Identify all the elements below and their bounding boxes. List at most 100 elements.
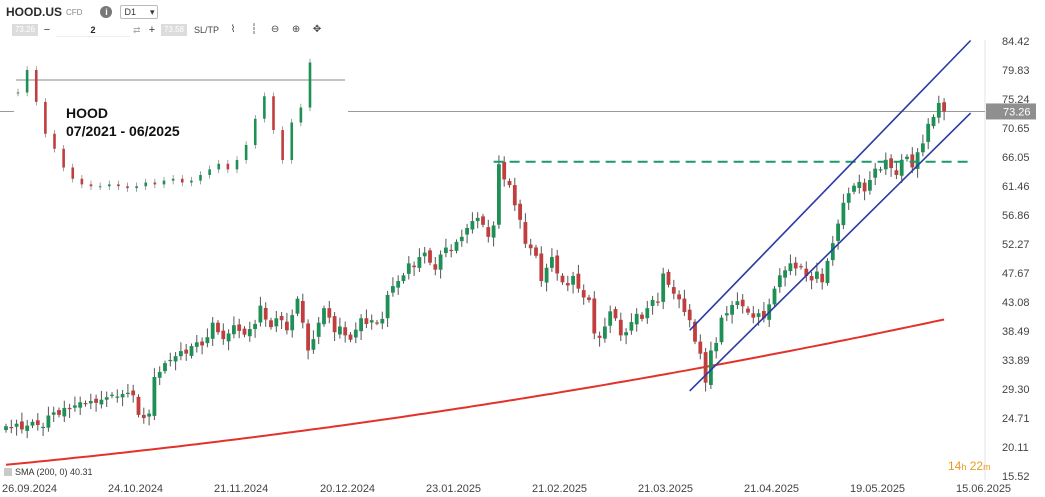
line-chart-icon[interactable]: ⌇	[230, 24, 236, 35]
candle-body	[640, 314, 644, 319]
candle	[899, 154, 904, 183]
volume-minus-button[interactable]: −	[43, 24, 51, 36]
candle-body	[528, 244, 533, 249]
candle	[232, 316, 236, 339]
volume-input[interactable]: 2	[56, 24, 130, 37]
candle	[279, 311, 284, 330]
candle-body	[242, 328, 247, 335]
sma-legend[interactable]: SMA (200, 0) 40.31	[4, 467, 93, 477]
sltp-button[interactable]: SL/TP	[194, 25, 220, 35]
volume-plus-button[interactable]: +	[148, 24, 156, 36]
zoom-out-icon[interactable]: ⊖	[270, 24, 280, 35]
candle-body	[375, 322, 379, 324]
y-tick-label: 15.52	[1002, 471, 1030, 483]
candle	[359, 314, 363, 341]
inset-candle	[281, 130, 284, 160]
candle-body	[343, 327, 348, 336]
timeframe-select[interactable]: D1 ▾	[120, 5, 159, 19]
candle	[131, 384, 136, 403]
legend-settings-icon[interactable]	[4, 468, 12, 476]
candle-body	[422, 252, 427, 257]
candle	[327, 300, 332, 324]
candle-body	[179, 351, 183, 357]
inset-candle	[180, 178, 184, 183]
candle	[210, 317, 215, 347]
candles-icon[interactable]: ┆	[251, 24, 258, 35]
inset-candle	[89, 184, 93, 187]
candle-body	[391, 286, 395, 293]
candle-body	[459, 236, 464, 242]
candle	[539, 246, 544, 287]
candle-body	[534, 247, 538, 256]
candle-body	[671, 287, 676, 294]
candle	[634, 308, 639, 332]
candle-body	[507, 180, 512, 186]
candle	[894, 161, 899, 180]
candle-body	[184, 349, 189, 354]
candle-body	[592, 298, 597, 334]
annotation-line-1: HOOD	[66, 105, 108, 121]
candle	[422, 246, 427, 264]
candle	[703, 348, 708, 392]
candle	[9, 419, 14, 434]
candle-body	[316, 322, 321, 337]
candle	[83, 400, 88, 407]
inset-candle	[253, 118, 257, 145]
info-icon[interactable]: i	[100, 6, 113, 18]
candle	[433, 256, 438, 276]
candle-body	[624, 332, 628, 336]
candle	[661, 267, 666, 310]
candle-body	[719, 317, 724, 343]
candle-body	[841, 202, 846, 226]
candle	[391, 277, 395, 297]
candle	[459, 229, 464, 247]
bid-price[interactable]: 73.26	[12, 24, 38, 36]
candle-body	[417, 257, 422, 268]
timer-minutes-unit: m	[983, 462, 991, 472]
inset-candle	[199, 175, 202, 181]
candle	[693, 319, 697, 345]
candle	[523, 213, 528, 248]
move-icon[interactable]: ✥	[312, 24, 322, 35]
candle-body	[804, 268, 809, 276]
candle-body	[258, 305, 263, 323]
candle	[73, 396, 77, 412]
candle-body	[279, 316, 284, 321]
candle	[936, 95, 941, 124]
candle-body	[613, 309, 618, 319]
candle-body	[369, 320, 374, 323]
candle	[306, 319, 310, 360]
candle	[30, 419, 35, 429]
swap-icon[interactable]: ⇄	[133, 24, 141, 35]
y-tick-label: 52.27	[1002, 239, 1030, 251]
candle-body	[576, 273, 581, 289]
candle	[147, 409, 151, 426]
candle	[322, 305, 326, 327]
candle	[428, 247, 432, 266]
zoom-in-icon[interactable]: ⊕	[291, 24, 301, 35]
candle	[597, 331, 602, 347]
candle	[491, 221, 496, 247]
candle-body	[300, 300, 305, 323]
candle-body	[83, 403, 88, 405]
candle-body	[560, 275, 565, 283]
candle	[263, 302, 268, 327]
candle	[608, 305, 613, 333]
candle-body	[338, 326, 342, 335]
ask-price[interactable]: 73.58	[161, 24, 187, 36]
candle-body	[115, 396, 120, 398]
candle-body	[629, 322, 634, 331]
candle	[518, 199, 522, 229]
candle-body	[385, 294, 390, 319]
candle	[25, 419, 30, 439]
candle	[401, 272, 406, 284]
candle	[348, 332, 353, 343]
candle	[412, 261, 416, 276]
candle	[555, 249, 560, 281]
candle-body	[470, 221, 475, 230]
candle-body	[788, 263, 793, 272]
symbol-label[interactable]: HOOD.US	[6, 5, 63, 19]
candle-body	[475, 217, 480, 222]
candle	[237, 318, 242, 339]
